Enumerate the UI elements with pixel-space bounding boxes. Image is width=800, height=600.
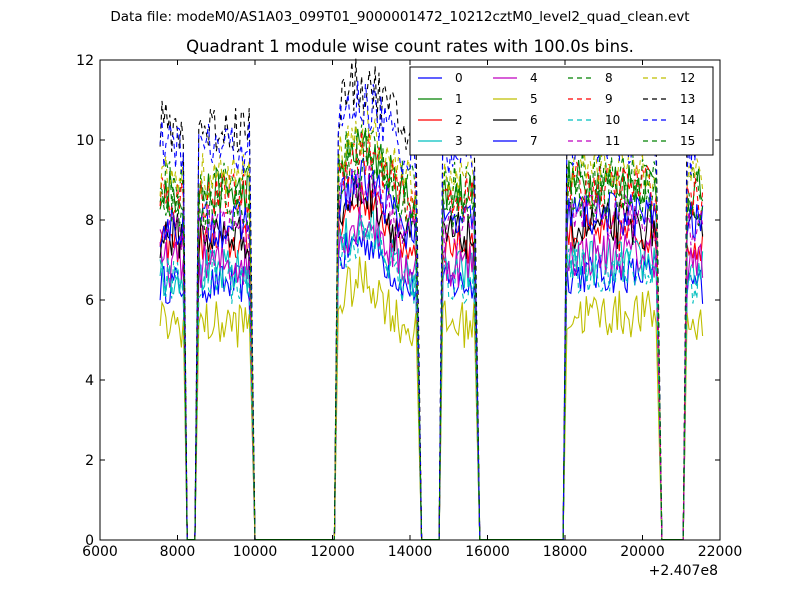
legend-label-0: 0	[455, 71, 463, 85]
legend-label-13: 13	[680, 92, 695, 106]
legend-label-2: 2	[455, 113, 463, 127]
y-tick-label: 0	[85, 533, 94, 549]
x-tick-label: 8000	[160, 544, 196, 560]
series-line-3	[159, 209, 704, 541]
legend-label-14: 14	[680, 113, 695, 127]
series-line-12	[159, 108, 704, 541]
legend-label-6: 6	[530, 113, 538, 127]
y-tick-label: 8	[85, 213, 94, 229]
legend-label-9: 9	[605, 92, 613, 106]
y-tick-label: 12	[76, 53, 94, 69]
series-line-1	[159, 128, 704, 541]
legend-box	[409, 66, 714, 156]
axis-ticks: 6000 8000 10000 12000 14000 16000 18000 20000 22…	[76, 53, 742, 560]
y-tick-label: 6	[85, 293, 94, 309]
series-line-4	[159, 206, 704, 541]
y-tick-label: 4	[85, 373, 94, 389]
legend-label-15: 15	[680, 134, 695, 148]
series-line-7	[159, 157, 704, 541]
series-line-8	[159, 124, 703, 541]
x-tick-label: 14000	[388, 544, 433, 560]
legend-label-12: 12	[680, 71, 695, 85]
series-line-9	[159, 131, 704, 541]
y-tick-label: 2	[85, 453, 94, 469]
x-tick-label: 22000	[698, 544, 743, 560]
series-line-11	[159, 163, 704, 541]
legend-label-11: 11	[605, 134, 620, 148]
legend-label-1: 1	[455, 92, 463, 106]
series-line-10	[159, 215, 704, 541]
legend-label-3: 3	[455, 134, 463, 148]
x-offset-label: +2.407e8	[649, 563, 718, 579]
chart-title: Quadrant 1 module wise count rates with …	[186, 37, 634, 56]
series-lines	[159, 58, 704, 541]
y-tick-label: 10	[76, 133, 94, 149]
x-tick-label: 16000	[465, 544, 510, 560]
data-file-title: Data file: modeM0/AS1A03_099T01_90000014…	[110, 9, 690, 25]
x-tick-label: 20000	[620, 544, 665, 560]
legend-label-10: 10	[605, 113, 620, 127]
series-line-15	[159, 150, 704, 541]
series-line-5	[159, 256, 704, 541]
legend-label-4: 4	[530, 71, 538, 85]
legend-label-8: 8	[605, 71, 613, 85]
legend-label-7: 7	[530, 134, 538, 148]
x-tick-label: 18000	[543, 544, 588, 560]
x-tick-label: 12000	[310, 544, 355, 560]
x-tick-label: 6000	[82, 544, 118, 560]
x-tick-label: 10000	[233, 544, 278, 560]
legend-label-5: 5	[530, 92, 538, 106]
